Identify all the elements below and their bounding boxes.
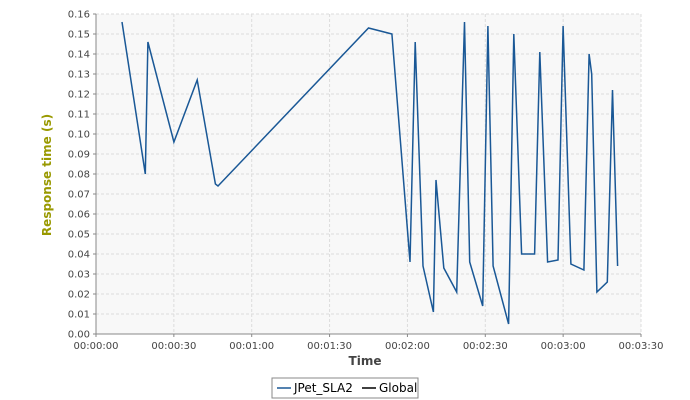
y-tick-label: 0.16 [68, 10, 90, 21]
x-tick-label: 00:01:00 [229, 341, 274, 352]
x-tick-label: 00:00:00 [74, 341, 119, 352]
x-axis-title: Time [349, 354, 382, 368]
legend-box [271, 377, 419, 399]
y-tick-label: 0.01 [68, 310, 90, 321]
y-tick-label: 0.10 [68, 130, 90, 141]
series-line-jpet-sla2 [121, 21, 619, 325]
x-tick-label: 00:01:30 [307, 341, 352, 352]
x-tick-label: 00:03:00 [541, 341, 586, 352]
y-tick-label: 0.06 [68, 210, 90, 221]
x-tick-label: 00:02:30 [463, 341, 508, 352]
y-tick-label: 0.08 [68, 170, 90, 181]
y-tick-label: 0.11 [68, 110, 90, 121]
y-tick-label: 0.05 [68, 230, 90, 241]
y-tick-label: 0.02 [68, 290, 90, 301]
y-tick-label: 0.15 [68, 30, 90, 41]
y-tick-label: 0.07 [68, 190, 90, 201]
x-tick-label: 00:00:30 [151, 341, 196, 352]
y-tick-label: 0.00 [68, 330, 90, 341]
x-axis-ticks: 00:00:00 00:00:30 00:01:00 00:01:30 00:02:00… [74, 334, 664, 352]
legend-label-jpet-sla2: JPet_SLA2 [293, 381, 353, 395]
y-tick-label: 0.09 [68, 150, 90, 161]
y-axis-ticks: 0.00 0.01 0.02 0.03 0.04 0.05 0.06 0.07 0.08 0.09… [68, 10, 96, 341]
y-axis-title: Response time (s) [40, 114, 54, 236]
series-layer [121, 21, 619, 325]
x-tick-label: 00:02:00 [385, 341, 430, 352]
y-tick-label: 0.03 [68, 270, 90, 281]
y-tick-label: 0.04 [68, 250, 90, 261]
y-tick-label: 0.12 [68, 90, 90, 101]
y-tick-label: 0.13 [68, 70, 90, 81]
x-tick-label: 00:03:30 [619, 341, 664, 352]
legend-label-global: Global [379, 381, 417, 395]
y-tick-label: 0.14 [68, 50, 90, 61]
grid-lines [96, 13, 642, 334]
legend: JPet_SLA2 Global [271, 377, 419, 399]
